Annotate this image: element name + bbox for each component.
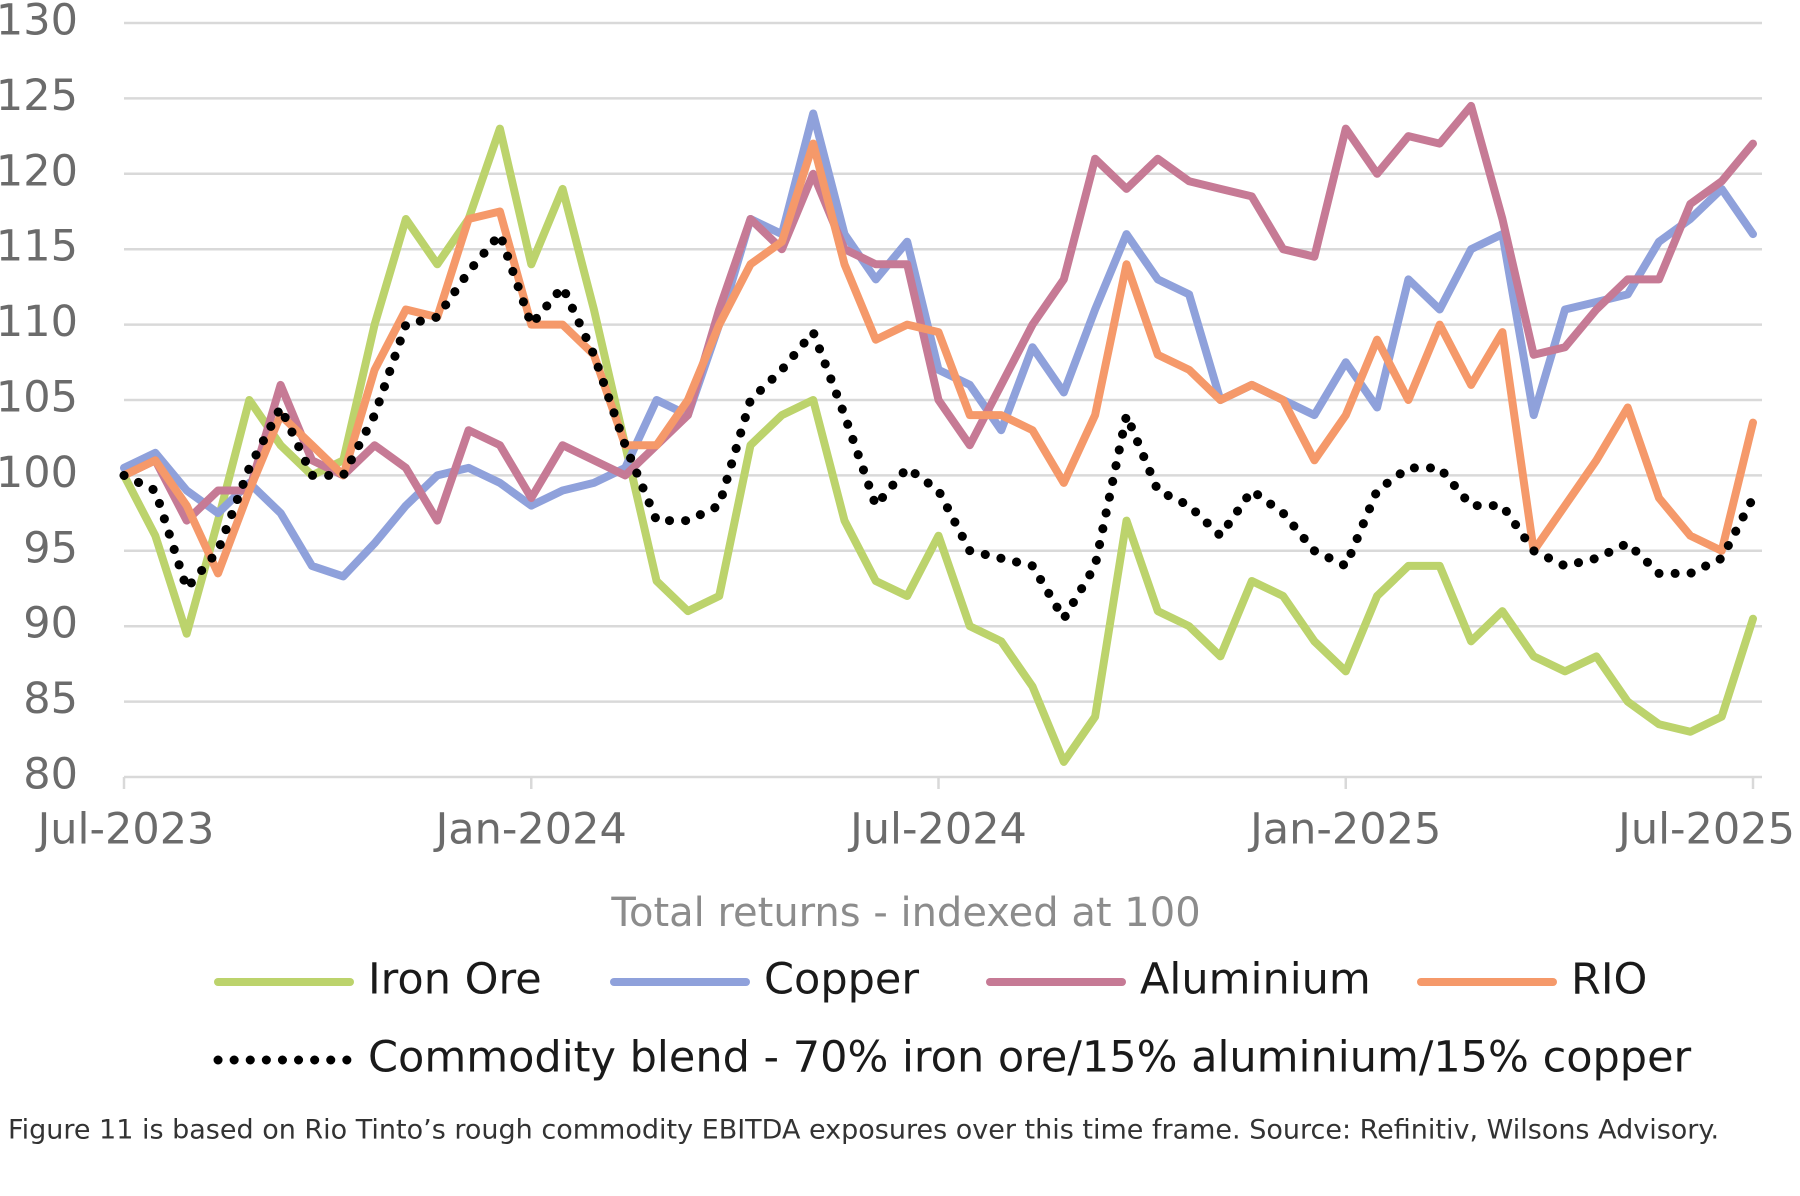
x-tick-label: Jul-2025 (1615, 805, 1795, 855)
y-tick-label: 130 (0, 0, 78, 46)
x-axis-label: Total returns - indexed at 100 (610, 890, 1200, 936)
legend-label: RIO (1571, 955, 1647, 1005)
x-tick-label: Jan-2025 (1247, 805, 1441, 855)
series-line (120, 101, 1757, 525)
y-tick-label: 80 (23, 750, 78, 800)
y-tick-label: 120 (0, 146, 78, 196)
legend-label: Aluminium (1140, 955, 1371, 1005)
y-tick-label: 85 (23, 674, 78, 724)
y-tick-label: 100 (0, 448, 78, 498)
y-tick-label: 125 (0, 71, 78, 121)
caption: Figure 11 is based on Rio Tinto’s rough … (8, 1115, 1719, 1146)
y-tick-label: 105 (0, 373, 78, 423)
y-tick-label: 115 (0, 222, 78, 272)
y-tick-label: 90 (23, 599, 78, 649)
x-tick-label: Jan-2024 (433, 805, 627, 855)
series-line (120, 124, 1757, 766)
y-tick-label: 95 (23, 523, 78, 573)
series-line (120, 109, 1757, 581)
y-tick-label: 110 (0, 297, 78, 347)
legend-label: Iron Ore (368, 955, 542, 1005)
x-tick-label: Jul-2024 (847, 805, 1027, 855)
legend-label: Copper (764, 955, 919, 1005)
legend-label: Commodity blend - 70% iron ore/15% alumi… (368, 1033, 1692, 1083)
series-line (119, 229, 1758, 624)
x-tick-label: Jul-2023 (35, 805, 215, 855)
series-line (120, 139, 1757, 578)
